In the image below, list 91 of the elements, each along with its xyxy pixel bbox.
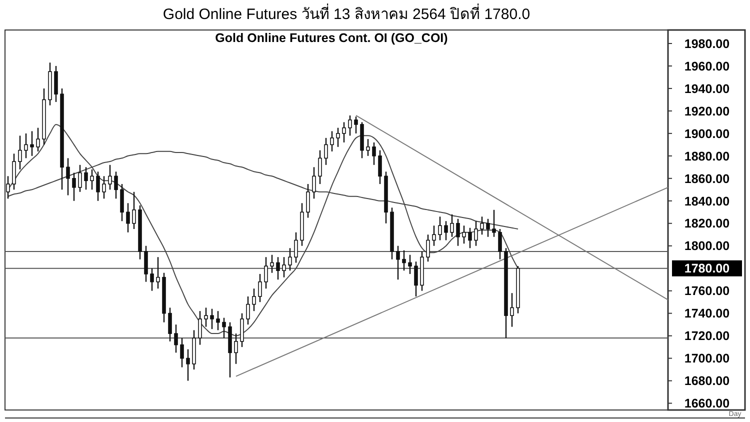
candlestick xyxy=(54,65,58,103)
y-tick-label: 1820.00 xyxy=(684,216,730,231)
candlestick xyxy=(174,324,178,354)
y-tick-label: 1760.00 xyxy=(684,284,730,298)
y-tick-label: 1860.00 xyxy=(684,172,730,186)
candlestick xyxy=(294,232,298,264)
chart-title: Gold Online Futures วันที่ 13 สิงหาคม 2564 ปิดที่ 1780.0 xyxy=(162,3,530,23)
candlestick xyxy=(108,164,112,190)
y-tick-label: 1940.00 xyxy=(684,82,730,96)
y-tick-label: 1800.00 xyxy=(684,239,730,254)
candlestick xyxy=(438,216,442,241)
y-tick-label: 1880.00 xyxy=(684,149,730,164)
y-tick-label: 1720.00 xyxy=(684,329,730,344)
candlestick xyxy=(456,218,460,246)
candlestick xyxy=(246,296,250,326)
candlestick xyxy=(252,288,256,312)
y-tick-label: 1840.00 xyxy=(684,194,730,208)
candlestick xyxy=(210,308,214,330)
y-tick-label: 1680.00 xyxy=(684,374,730,388)
candlestick xyxy=(306,183,310,218)
candlestick xyxy=(264,256,268,290)
candlestick xyxy=(318,150,322,185)
candlestick xyxy=(180,337,184,368)
candlestick xyxy=(324,137,328,166)
candlestick xyxy=(66,158,70,196)
y-tick-label: 1660.00 xyxy=(684,396,730,411)
candlestick xyxy=(24,132,28,159)
candlestick xyxy=(288,248,292,272)
candlestick xyxy=(120,183,124,222)
y-tick-label: 1740.00 xyxy=(684,306,730,321)
candlestick xyxy=(432,225,436,246)
candlestick xyxy=(222,317,226,339)
candlestick xyxy=(240,312,244,348)
candlestick xyxy=(96,171,100,202)
chart-subtitle: Gold Online Futures Cont. OI (GO_COI) xyxy=(215,31,448,45)
candlestick xyxy=(204,307,208,328)
candlestick xyxy=(336,127,340,148)
candlestick xyxy=(354,116,358,134)
y-tick-label: 1920.00 xyxy=(684,104,730,118)
candlestick xyxy=(126,202,130,233)
candlestick xyxy=(84,166,88,190)
candlestick xyxy=(408,254,412,275)
y-tick-label: 1900.00 xyxy=(684,126,730,141)
candlestick xyxy=(348,114,352,136)
candlestick xyxy=(186,348,190,382)
candlestick xyxy=(402,250,406,272)
candlestick xyxy=(372,142,376,166)
candlestick xyxy=(396,245,400,280)
candlestick xyxy=(366,138,370,157)
candlestick xyxy=(144,245,148,282)
candlestick xyxy=(414,261,418,298)
y-tick-label: 1700.00 xyxy=(684,352,730,366)
candlestick xyxy=(312,166,316,200)
candlestick xyxy=(342,122,346,144)
candlestick xyxy=(90,168,94,190)
ref-line-label: 1780.00 xyxy=(684,262,730,276)
candlestick xyxy=(462,225,466,244)
candlestick xyxy=(480,216,484,236)
candlestick xyxy=(498,228,502,260)
candlestick xyxy=(36,127,40,152)
candlestick xyxy=(474,220,478,246)
candlestick xyxy=(378,150,382,185)
candlestick xyxy=(234,332,238,365)
candlestick xyxy=(72,172,76,202)
candlestick xyxy=(216,310,220,331)
y-tick-label: 1960.00 xyxy=(684,59,730,74)
candlestick xyxy=(270,254,274,274)
candlestick xyxy=(450,214,454,238)
candlestick xyxy=(102,176,106,200)
candlestick xyxy=(486,218,490,238)
candlestick xyxy=(156,256,160,290)
y-tick-label: 1980.00 xyxy=(684,36,730,51)
candlestick xyxy=(114,171,118,200)
candlestick xyxy=(198,310,202,346)
candlestick xyxy=(6,176,10,200)
candlestick xyxy=(492,209,496,238)
candlestick xyxy=(168,307,172,342)
candlestick xyxy=(12,153,16,190)
candlestick xyxy=(258,273,262,303)
candlestick xyxy=(426,234,430,262)
candlestick xyxy=(78,164,82,192)
candlestick xyxy=(132,191,136,230)
candlestick xyxy=(276,256,280,280)
candlestick xyxy=(30,130,34,157)
candlestick xyxy=(468,227,472,249)
candlestick xyxy=(150,268,154,292)
candlestick xyxy=(282,256,286,278)
candlestick xyxy=(18,135,22,170)
candlestick xyxy=(510,292,514,328)
candlestick xyxy=(330,130,334,152)
candlestick xyxy=(444,220,448,241)
